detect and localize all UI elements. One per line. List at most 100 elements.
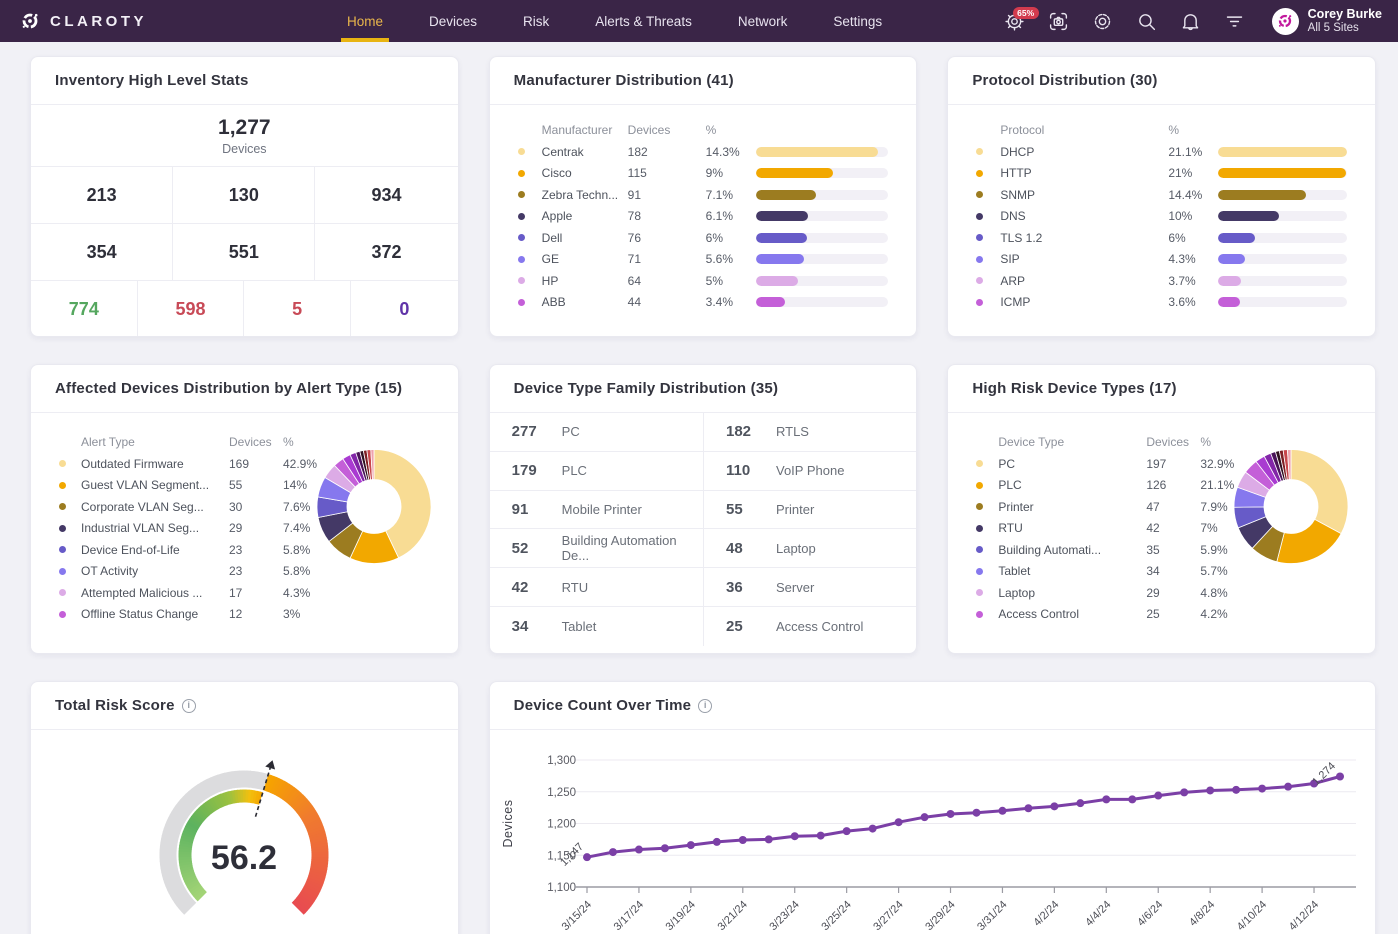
family-row[interactable]: 277 PC [489, 413, 703, 452]
stat-cell[interactable]: 774 [31, 281, 138, 336]
table-row[interactable]: Attempted Malicious ... 17 4.3% [59, 582, 310, 604]
table-row[interactable]: Dell 76 6% [517, 227, 889, 249]
family-row[interactable]: 36 Server [702, 568, 917, 607]
table-row[interactable]: Printer 47 7.9% [976, 496, 1228, 518]
row-percent: 5.9% [1200, 542, 1228, 557]
user-site-scope: All 5 Sites [1307, 21, 1359, 34]
row-percent: 14% [283, 478, 308, 493]
table-row[interactable]: Outdated Firmware 169 42.9% [59, 453, 317, 475]
row-label: RTU [998, 521, 1023, 536]
row-devices: 29 [229, 521, 243, 536]
table-row[interactable]: Device End-of-Life 23 5.8% [59, 539, 310, 561]
user-menu[interactable]: Corey Burke All 5 Sites [1271, 7, 1382, 35]
table-row[interactable]: SIP 4.3% [976, 249, 1347, 271]
stat-cell[interactable]: 130 [173, 167, 316, 223]
stat-cell[interactable]: 213 [31, 167, 174, 223]
stat-cell[interactable]: 372 [315, 224, 457, 280]
bar-track [1218, 189, 1347, 200]
row-percent: 21% [1168, 166, 1193, 181]
table-row[interactable]: ICMP 3.6% [976, 292, 1347, 314]
device-count-line-chart[interactable]: 1,100 1,150 1,200 1,250 1,300 3/15/24 3/17/24 3… [490, 730, 1376, 934]
notifications-bell-icon[interactable] [1180, 10, 1202, 32]
table-row[interactable]: ABB 44 3.4% [517, 292, 889, 314]
table-row[interactable]: Tablet 34 5.7% [976, 561, 1228, 583]
stat-cell[interactable]: 0 [351, 281, 458, 336]
stat-cell[interactable]: 934 [315, 167, 457, 223]
table-row[interactable]: Centrak 182 14.3% [517, 141, 889, 163]
bar-fill [755, 211, 808, 222]
system-health-gear-icon[interactable]: 65% [1004, 7, 1039, 32]
row-percent: 3% [283, 607, 301, 622]
table-row[interactable]: SNMP 14.4% [976, 184, 1347, 206]
info-icon[interactable]: i [181, 698, 196, 713]
row-devices: 23 [229, 564, 243, 579]
stat-cell[interactable]: 5 [244, 281, 351, 336]
table-row[interactable]: Offline Status Change 12 3% [59, 604, 303, 626]
table-row[interactable]: Guest VLAN Segment... 55 14% [59, 475, 307, 497]
family-row[interactable]: 182 RTLS [702, 413, 917, 452]
legend-dot-icon [976, 212, 984, 220]
table-row[interactable]: HP 64 5% [517, 270, 889, 292]
legend-dot-icon [976, 169, 984, 177]
nav-item-devices[interactable]: Devices [429, 13, 478, 29]
table-row[interactable]: Industrial VLAN Seg... 29 7.4% [59, 518, 310, 540]
table-row[interactable]: PC 197 32.9% [976, 453, 1234, 475]
stat-cell[interactable]: 354 [31, 224, 174, 280]
family-row[interactable]: 55 Printer [702, 490, 917, 530]
table-row[interactable]: RTU 42 7% [976, 518, 1220, 540]
table-row[interactable]: DHCP 21.1% [976, 141, 1347, 163]
table-row[interactable]: Building Automati... 35 5.9% [976, 539, 1228, 561]
family-row[interactable]: 91 Mobile Printer [489, 491, 703, 530]
bar-fill [1218, 254, 1245, 265]
table-row[interactable]: ARP 3.7% [976, 270, 1347, 292]
table-row[interactable]: Cisco 115 9% [517, 163, 889, 185]
row-percent: 3.4% [705, 295, 734, 310]
family-row[interactable]: 179 PLC [489, 452, 703, 491]
row-label: Outdated Firmware [81, 456, 184, 471]
alert-type-donut-chart[interactable] [312, 445, 436, 569]
table-row[interactable]: TLS 1.2 6% [976, 227, 1347, 249]
svg-text:1,300: 1,300 [547, 755, 576, 767]
filter-icon[interactable] [1224, 10, 1246, 32]
table-row[interactable]: Laptop 29 4.8% [976, 582, 1228, 604]
svg-text:4/4/24: 4/4/24 [1083, 899, 1113, 929]
search-icon[interactable] [1136, 10, 1158, 32]
table-row[interactable]: Apple 78 6.1% [517, 206, 889, 228]
legend-dot-icon [517, 191, 525, 199]
family-row[interactable]: 48 Laptop [702, 529, 917, 569]
bar-fill [1218, 168, 1347, 179]
table-row[interactable]: GE 71 5.6% [517, 249, 889, 271]
table-row[interactable]: Zebra Techn... 91 7.1% [517, 184, 889, 206]
bar-fill [755, 189, 817, 200]
table-row[interactable]: OT Activity 23 5.8% [59, 561, 310, 583]
nav-item-network[interactable]: Network [737, 13, 788, 29]
legend-dot-icon [59, 481, 66, 489]
family-row[interactable]: 42 RTU [489, 568, 703, 607]
stat-cell[interactable]: 598 [138, 281, 245, 336]
bar-track [1218, 232, 1347, 243]
family-row[interactable]: 34 Tablet [490, 607, 703, 646]
hub-ring-icon[interactable] [1092, 10, 1114, 32]
stat-cell[interactable]: 551 [173, 224, 316, 280]
table-row[interactable]: Corporate VLAN Seg... 30 7.6% [59, 496, 310, 518]
nav-item-settings[interactable]: Settings [833, 13, 883, 29]
table-row[interactable]: PLC 126 21.1% [976, 475, 1234, 497]
nav-item-alerts-threats[interactable]: Alerts & Threats [595, 13, 692, 29]
nav-item-risk[interactable]: Risk [523, 13, 550, 29]
high-risk-donut-chart[interactable] [1229, 445, 1353, 569]
nav-item-home[interactable]: Home [340, 0, 390, 42]
row-label: PLC [998, 478, 1022, 493]
table-header: Protocol% [976, 118, 1347, 141]
capture-scan-icon[interactable] [1048, 10, 1070, 32]
table-row[interactable]: HTTP 21% [976, 163, 1347, 185]
table-row[interactable]: DNS 10% [976, 206, 1347, 228]
card-title: Protocol Distribution (30) [972, 72, 1158, 89]
info-icon[interactable]: i [698, 698, 713, 713]
row-label: Tablet [998, 564, 1031, 579]
claroty-logo[interactable]: CLAROTY [18, 9, 147, 33]
family-row[interactable]: 25 Access Control [702, 606, 916, 646]
family-row[interactable]: 52 Building Automation De... [489, 529, 703, 569]
family-row[interactable]: 110 VoIP Phone [702, 451, 917, 491]
table-row[interactable]: Access Control 25 4.2% [976, 604, 1228, 626]
legend-dot-icon [59, 567, 66, 575]
